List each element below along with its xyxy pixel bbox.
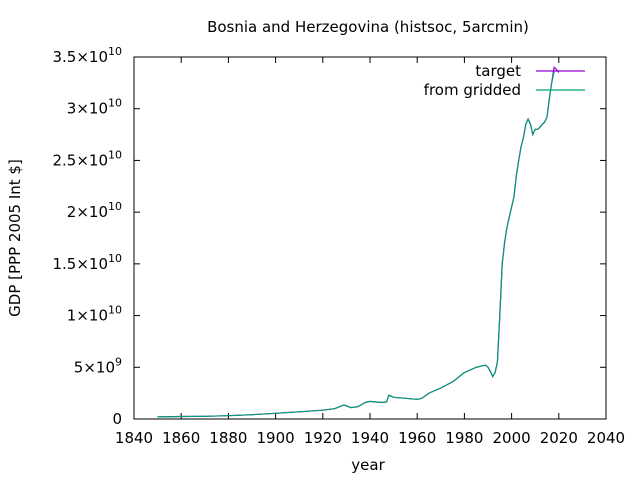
y-tick-label: 2.5×1010 bbox=[52, 148, 122, 169]
x-tick-label: 1900 bbox=[257, 429, 295, 447]
y-tick-exponent: 10 bbox=[108, 252, 122, 265]
y-tick-label: 1×1010 bbox=[67, 304, 122, 325]
y-tick-label: 2×1010 bbox=[67, 200, 122, 221]
y-tick-exponent: 10 bbox=[108, 148, 122, 161]
y-tick-mantissa: 3.5×10 bbox=[52, 48, 108, 66]
legend-label-target: target bbox=[475, 62, 521, 80]
x-tick-label: 1960 bbox=[398, 429, 436, 447]
y-axis-label: GDP [PPP 2005 Int $] bbox=[6, 159, 24, 317]
y-tick-exponent: 9 bbox=[115, 355, 122, 368]
x-tick-label: 2000 bbox=[493, 429, 531, 447]
x-tick-label: 2040 bbox=[587, 429, 625, 447]
y-tick-label: 1.5×1010 bbox=[52, 252, 122, 273]
chart-title: Bosnia and Herzegovina (histsoc, 5arcmin… bbox=[207, 18, 529, 36]
series-line-from-gridded bbox=[157, 71, 555, 418]
x-tick-label: 1840 bbox=[115, 429, 153, 447]
series-layer bbox=[157, 66, 560, 418]
y-tick-exponent: 10 bbox=[108, 45, 122, 58]
y-tick-mantissa: 5×10 bbox=[74, 358, 115, 376]
y-tick-mantissa: 1.5×10 bbox=[52, 255, 108, 273]
x-tick-label: 1860 bbox=[162, 429, 200, 447]
x-axis-label: year bbox=[351, 456, 385, 474]
y-tick-mantissa: 2.5×10 bbox=[52, 151, 108, 169]
y-tick-exponent: 10 bbox=[108, 97, 122, 110]
x-tick-label: 1920 bbox=[304, 429, 342, 447]
plot-frame bbox=[133, 56, 607, 420]
legend-label-from-gridded: from gridded bbox=[424, 81, 521, 99]
y-tick-label: 5×109 bbox=[74, 355, 122, 376]
y-tick-mantissa: 2×10 bbox=[67, 203, 108, 221]
x-tick-label: 1980 bbox=[445, 429, 483, 447]
y-tick-mantissa: 1×10 bbox=[67, 307, 108, 325]
x-tick-label: 1880 bbox=[209, 429, 247, 447]
y-tick-exponent: 10 bbox=[108, 304, 122, 317]
y-tick-exponent: 10 bbox=[108, 200, 122, 213]
y-tick-label: 3.5×1010 bbox=[52, 45, 122, 66]
tick-layer: 1840 1860 1880 1900 1920 1940 1960 1980 2000 2020… bbox=[52, 45, 625, 447]
y-tick-label: 0 bbox=[112, 410, 122, 428]
x-tick-label: 1940 bbox=[351, 429, 389, 447]
x-tick-label: 2020 bbox=[540, 429, 578, 447]
y-tick-mantissa: 0 bbox=[112, 410, 122, 428]
y-tick-mantissa: 3×10 bbox=[67, 100, 108, 118]
series-line-target bbox=[157, 66, 560, 418]
y-tick-label: 3×1010 bbox=[67, 97, 122, 118]
